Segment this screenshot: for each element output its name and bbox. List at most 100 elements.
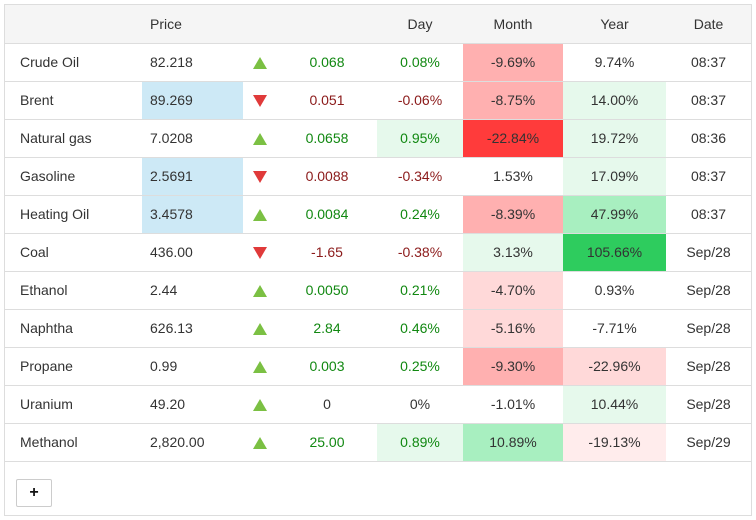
year-percent-cell: -19.13% (563, 423, 666, 462)
header-day[interactable]: Day (377, 5, 463, 44)
year-percent-cell: 9.74% (563, 43, 666, 82)
direction-cell (243, 233, 277, 272)
commodity-name-link[interactable]: Uranium (5, 385, 142, 424)
header-year[interactable]: Year (563, 5, 666, 44)
change-cell: 0 (277, 385, 377, 424)
header-month[interactable]: Month (463, 5, 563, 44)
change-cell: 0.003 (277, 347, 377, 386)
change-cell: 25.00 (277, 423, 377, 462)
price-cell: 89.269 (142, 81, 243, 120)
day-percent-cell: 0.95% (377, 119, 463, 158)
month-percent-cell: -8.75% (463, 81, 563, 120)
direction-cell (243, 309, 277, 348)
triangle-down-icon (253, 247, 267, 260)
date-cell: Sep/28 (666, 233, 751, 272)
commodity-name-link[interactable]: Natural gas (5, 119, 142, 158)
date-cell: Sep/28 (666, 347, 751, 386)
table-row[interactable]: Heating Oil 3.4578 0.0084 0.24% -8.39% 47.99%… (5, 195, 751, 234)
commodity-name-link[interactable]: Heating Oil (5, 195, 142, 234)
year-percent-cell: 0.93% (563, 271, 666, 310)
direction-cell (243, 423, 277, 462)
day-percent-cell: 0% (377, 385, 463, 424)
commodity-name-link[interactable]: Methanol (5, 423, 142, 462)
change-cell: 0.0084 (277, 195, 377, 234)
direction-cell (243, 271, 277, 310)
date-cell: Sep/28 (666, 385, 751, 424)
price-cell: 436.00 (142, 233, 243, 272)
table-row[interactable]: Natural gas 7.0208 0.0658 0.95% -22.84% 19.72… (5, 119, 751, 158)
price-cell: 3.4578 (142, 195, 243, 234)
commodity-name-link[interactable]: Gasoline (5, 157, 142, 196)
day-percent-cell: 0.46% (377, 309, 463, 348)
month-percent-cell: 10.89% (463, 423, 563, 462)
direction-cell (243, 157, 277, 196)
commodity-name-link[interactable]: Coal (5, 233, 142, 272)
table-row[interactable]: Coal 436.00 -1.65 -0.38% 3.13% 105.66% Sep/28 (5, 233, 751, 272)
price-cell: 2,820.00 (142, 423, 243, 462)
month-percent-cell: 1.53% (463, 157, 563, 196)
year-percent-cell: 105.66% (563, 233, 666, 272)
table-row[interactable]: Ethanol 2.44 0.0050 0.21% -4.70% 0.93% Sep/28 (5, 271, 751, 310)
change-cell: 0.0658 (277, 119, 377, 158)
triangle-up-icon (253, 361, 267, 374)
commodity-name-link[interactable]: Ethanol (5, 271, 142, 310)
triangle-up-icon (253, 285, 267, 298)
commodity-name-link[interactable]: Naphtha (5, 309, 142, 348)
day-percent-cell: 0.89% (377, 423, 463, 462)
direction-cell (243, 195, 277, 234)
date-cell: 08:37 (666, 157, 751, 196)
month-percent-cell: -5.16% (463, 309, 563, 348)
month-percent-cell: -22.84% (463, 119, 563, 158)
year-percent-cell: 19.72% (563, 119, 666, 158)
commodity-name-link[interactable]: Crude Oil (5, 43, 142, 82)
header-change (277, 5, 377, 44)
triangle-up-icon (253, 437, 267, 450)
month-percent-cell: -1.01% (463, 385, 563, 424)
direction-cell (243, 81, 277, 120)
table-header-row: Price Day Month Year Date (5, 5, 751, 44)
direction-cell (243, 43, 277, 82)
day-percent-cell: 0.25% (377, 347, 463, 386)
price-cell: 626.13 (142, 309, 243, 348)
change-cell: 0.0088 (277, 157, 377, 196)
day-percent-cell: -0.38% (377, 233, 463, 272)
table-row[interactable]: Crude Oil 82.218 0.068 0.08% -9.69% 9.74% 08:3… (5, 43, 751, 82)
triangle-up-icon (253, 57, 267, 70)
table-row[interactable]: Gasoline 2.5691 0.0088 -0.34% 1.53% 17.09% 08:… (5, 157, 751, 196)
month-percent-cell: -4.70% (463, 271, 563, 310)
year-percent-cell: -22.96% (563, 347, 666, 386)
triangle-up-icon (253, 323, 267, 336)
date-cell: 08:37 (666, 195, 751, 234)
header-date[interactable]: Date (666, 5, 751, 44)
triangle-up-icon (253, 399, 267, 412)
month-percent-cell: -9.69% (463, 43, 563, 82)
date-cell: Sep/29 (666, 423, 751, 462)
header-name (5, 5, 142, 44)
month-percent-cell: -9.30% (463, 347, 563, 386)
commodity-name-link[interactable]: Brent (5, 81, 142, 120)
table-row[interactable]: Methanol 2,820.00 25.00 0.89% 10.89% -19.13% S… (5, 423, 751, 462)
change-cell: 2.84 (277, 309, 377, 348)
year-percent-cell: 47.99% (563, 195, 666, 234)
commodities-table-panel: Price Day Month Year Date Crude Oil 82.21… (4, 4, 752, 516)
year-percent-cell: 10.44% (563, 385, 666, 424)
direction-cell (243, 385, 277, 424)
date-cell: Sep/28 (666, 271, 751, 310)
header-price[interactable]: Price (142, 5, 243, 44)
change-cell: 0.068 (277, 43, 377, 82)
commodity-name-link[interactable]: Propane (5, 347, 142, 386)
change-cell: -1.65 (277, 233, 377, 272)
table-row[interactable]: Brent 89.269 0.051 -0.06% -8.75% 14.00% 08:37 (5, 81, 751, 120)
year-percent-cell: -7.71% (563, 309, 666, 348)
day-percent-cell: 0.08% (377, 43, 463, 82)
table-row[interactable]: Propane 0.99 0.003 0.25% -9.30% -22.96% Sep/28 (5, 347, 751, 386)
day-percent-cell: 0.21% (377, 271, 463, 310)
table-row[interactable]: Naphtha 626.13 2.84 0.46% -5.16% -7.71% Sep/28 (5, 309, 751, 348)
price-cell: 0.99 (142, 347, 243, 386)
year-percent-cell: 17.09% (563, 157, 666, 196)
add-row-button[interactable]: + (16, 479, 52, 507)
date-cell: 08:36 (666, 119, 751, 158)
commodities-table: Price Day Month Year Date Crude Oil 82.21… (5, 5, 751, 462)
price-cell: 82.218 (142, 43, 243, 82)
table-row[interactable]: Uranium 49.20 0 0% -1.01% 10.44% Sep/28 (5, 385, 751, 424)
